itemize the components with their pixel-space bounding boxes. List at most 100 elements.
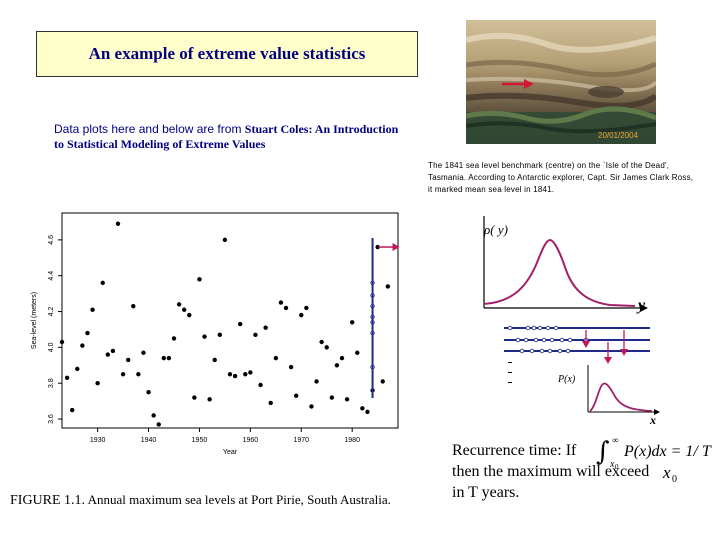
data-point bbox=[202, 334, 207, 339]
integral-upper-limit: ∞ bbox=[612, 435, 618, 445]
figure-caption-text: Annual maximum sea levels at Port Pirie,… bbox=[85, 492, 391, 507]
integral-lower-limit: x bbox=[609, 459, 615, 470]
benchmark-arrow-head bbox=[524, 79, 534, 89]
maxima-distribution-label: P(x) bbox=[557, 374, 576, 385]
credit-book-title-2: to Statistical Modeling of Extreme Value… bbox=[54, 137, 266, 151]
data-point bbox=[207, 397, 212, 402]
plot-frame bbox=[61, 212, 399, 429]
y-axis-label: Sea-level (meters) bbox=[31, 292, 38, 349]
y-axis-ticks: 3.6 3.8 4.0 4.2 4.4 4.6 bbox=[48, 235, 62, 424]
data-point bbox=[151, 413, 156, 418]
data-point bbox=[385, 284, 391, 289]
data-point bbox=[375, 244, 380, 250]
data-point bbox=[283, 305, 289, 311]
data-point bbox=[334, 363, 340, 368]
data-point bbox=[253, 332, 258, 338]
threshold-arrow-head bbox=[392, 243, 400, 252]
bottom-x-axis-arrow bbox=[654, 409, 660, 415]
y-tick-label: 4.6 bbox=[48, 235, 55, 245]
data-point bbox=[309, 404, 314, 409]
top-axis-label: y bbox=[636, 297, 646, 314]
data-point bbox=[115, 221, 121, 226]
data-point bbox=[110, 348, 116, 354]
data-point bbox=[329, 395, 335, 400]
density-label: ρ( y) bbox=[483, 222, 508, 237]
data-point bbox=[314, 379, 319, 384]
data-point bbox=[365, 409, 370, 415]
credit-prefix: Data plots here and below are from bbox=[54, 122, 245, 136]
data-point bbox=[355, 350, 360, 355]
data-point bbox=[360, 406, 365, 411]
data-points bbox=[59, 221, 391, 427]
rock-photo-image: 20/01/2004 bbox=[466, 20, 656, 144]
photo-caption: The 1841 sea level benchmark (centre) on… bbox=[428, 161, 694, 194]
data-point bbox=[344, 397, 350, 402]
data-point bbox=[141, 350, 146, 355]
data-point bbox=[258, 382, 263, 388]
x-tick-label: 1960 bbox=[243, 437, 259, 444]
data-point bbox=[299, 312, 304, 318]
data-point bbox=[263, 325, 268, 330]
recurrence-line-2-text: then the maximum will exceed bbox=[452, 463, 650, 480]
data-point bbox=[273, 355, 279, 361]
data-point bbox=[171, 336, 177, 341]
x-axis-ticks: 1930 1940 1950 1960 1970 1980 bbox=[90, 428, 360, 444]
data-point bbox=[131, 303, 136, 309]
y-tick-label: 3.6 bbox=[48, 414, 55, 424]
data-point bbox=[288, 364, 294, 370]
data-point bbox=[156, 422, 161, 427]
data-point bbox=[100, 280, 105, 286]
y-tick-label: 4.2 bbox=[48, 307, 55, 317]
data-point bbox=[304, 305, 309, 311]
x-tick-label: 1950 bbox=[192, 437, 208, 444]
figure-caption-label: FIGURE 1.1. bbox=[10, 493, 86, 508]
data-point bbox=[166, 355, 172, 361]
data-point bbox=[268, 400, 273, 406]
integral-sign: ∫ bbox=[596, 437, 610, 467]
slide-title: An example of extreme value statistics bbox=[36, 31, 418, 77]
x-tick-label: 1980 bbox=[344, 437, 360, 444]
threshold-arrow bbox=[378, 243, 400, 252]
data-point bbox=[319, 339, 324, 345]
maxima-distribution-curve bbox=[589, 382, 653, 412]
data-point bbox=[278, 300, 284, 305]
schematic-svg: ρ( y) y P(x) x bbox=[483, 216, 660, 427]
integrand: P(x)dx = 1/ T bbox=[623, 443, 712, 460]
data-point bbox=[85, 330, 90, 336]
density-curve bbox=[483, 238, 636, 307]
figure-caption: FIGURE 1.1. Annual maximum sea levels at… bbox=[10, 492, 391, 509]
data-point bbox=[125, 357, 131, 363]
credit-book-title-1: Stuart Coles: An Introduction bbox=[244, 122, 399, 136]
data-point bbox=[120, 372, 126, 377]
recurrence-line-1: Recurrence time: If bbox=[452, 440, 693, 461]
data-point bbox=[349, 320, 355, 325]
data-point bbox=[243, 372, 248, 377]
data-point bbox=[324, 345, 329, 350]
data-point bbox=[64, 375, 70, 381]
y-tick-label: 3.8 bbox=[48, 378, 55, 388]
x0-symbol: x 0 bbox=[662, 463, 677, 485]
data-point bbox=[232, 373, 238, 379]
data-credit: Data plots here and below are from Stuar… bbox=[54, 122, 454, 152]
extreme-value-schematic: ρ( y) y P(x) x bbox=[470, 210, 670, 430]
x-axis-label: Year bbox=[223, 449, 238, 456]
data-point bbox=[176, 302, 182, 307]
recurrence-line-2: then the maximum will exceed x 0 bbox=[452, 461, 693, 485]
data-point bbox=[181, 307, 187, 312]
x0-main: x bbox=[662, 463, 671, 482]
ellipsis-marks bbox=[508, 362, 512, 383]
recurrence-formula: ∫ ∞ x 0 P(x)dx = 1/ T bbox=[596, 435, 712, 470]
data-point bbox=[339, 355, 345, 361]
data-point bbox=[227, 372, 233, 377]
data-point bbox=[212, 357, 217, 363]
data-point bbox=[95, 381, 100, 386]
photo-date-stamp: 20/01/2004 bbox=[598, 131, 639, 140]
data-point bbox=[146, 389, 151, 395]
data-point bbox=[222, 237, 228, 243]
data-point bbox=[90, 307, 95, 312]
integral-lower-limit-sub: 0 bbox=[615, 463, 619, 470]
sea-level-chart-svg: 1930 1940 1950 1960 1970 1980 3.6 3.8 4.0 4.2 4.4… bbox=[31, 212, 400, 456]
data-point bbox=[237, 321, 243, 327]
y-tick-label: 4.4 bbox=[48, 271, 55, 281]
data-point bbox=[380, 379, 385, 384]
